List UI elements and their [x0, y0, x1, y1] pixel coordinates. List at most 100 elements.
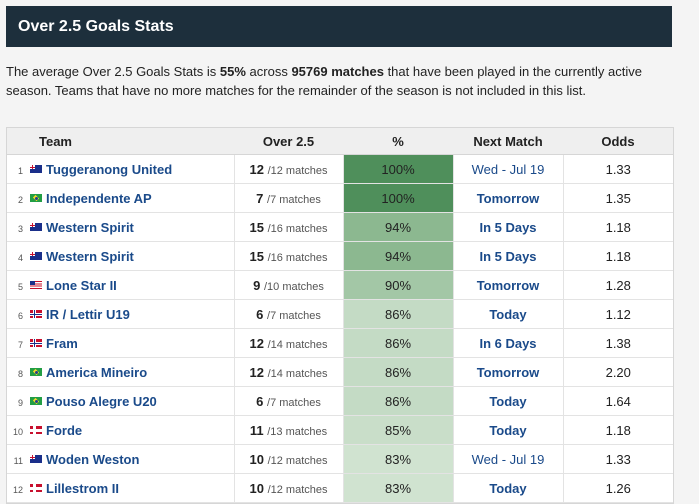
description-text-1: The average Over 2.5 Goals Stats is	[6, 64, 220, 79]
over-cell: 6 /7 matches	[234, 299, 344, 329]
next-match-link[interactable]: Wed - Jul 19	[453, 444, 564, 474]
team-link[interactable]: Fram	[46, 335, 78, 351]
team-link[interactable]: Western Spirit	[46, 219, 134, 235]
next-match-link[interactable]: In 6 Days	[453, 328, 564, 358]
percent-cell: 94%	[343, 212, 454, 242]
match-total: /16 matches	[267, 222, 328, 235]
rank-number: 9	[17, 397, 23, 408]
team-cell: 1 Tuggeranong United	[7, 154, 235, 184]
next-match-link[interactable]: Tomorrow	[453, 183, 564, 213]
team-link[interactable]: Woden Weston	[46, 451, 140, 467]
over-count: 11	[249, 422, 264, 438]
table-row: 1 Tuggeranong United 12 /12 matches 100% Wed…	[7, 154, 673, 184]
average-percent: 55%	[219, 64, 246, 79]
team-cell: 8 America Mineiro	[7, 357, 235, 387]
column-header-over[interactable]: Over 2.5	[234, 128, 343, 155]
percent-cell: 100%	[343, 154, 454, 184]
percent-cell: 83%	[343, 444, 454, 474]
table-row: 10 Forde 11 /13 matches 85% Today 1.18	[7, 415, 673, 445]
table-row: 2 Independente AP 7 /7 matches 100% Tomorrow…	[7, 183, 673, 213]
percent-cell: 86%	[343, 386, 454, 416]
over-count: 6	[256, 393, 264, 409]
table-row: 12 Lillestrom II 10 /12 matches 83% Today 1.2…	[7, 473, 673, 503]
team-link[interactable]: Lone Star II	[46, 277, 117, 293]
odds-value: 1.12	[563, 299, 673, 329]
next-match-link[interactable]: Wed - Jul 19	[453, 154, 564, 184]
over-cell: 7 /7 matches	[234, 183, 344, 213]
odds-value: 1.64	[563, 386, 673, 416]
rank-number: 6	[17, 310, 23, 321]
percent-cell: 83%	[343, 473, 454, 503]
over-count: 7	[256, 190, 264, 206]
over-count: 15	[249, 219, 264, 235]
team-cell: 3 Western Spirit	[7, 212, 235, 242]
over-cell: 10 /12 matches	[234, 473, 344, 503]
over-cell: 12 /14 matches	[234, 328, 344, 358]
odds-value: 2.20	[563, 357, 673, 387]
match-total: /14 matches	[267, 338, 328, 351]
next-match-link[interactable]: Today	[453, 299, 564, 329]
br-flag-icon	[30, 397, 42, 406]
column-header-odds[interactable]: Odds	[563, 128, 673, 155]
au-flag-icon	[30, 455, 42, 464]
percent-cell: 90%	[343, 270, 454, 300]
team-link[interactable]: Independente AP	[46, 190, 152, 206]
team-link[interactable]: Forde	[46, 422, 83, 438]
odds-value: 1.18	[563, 415, 673, 445]
next-match-link[interactable]: Tomorrow	[453, 357, 564, 387]
rank-number: 8	[17, 368, 23, 379]
odds-value: 1.38	[563, 328, 673, 358]
next-match-link[interactable]: Today	[453, 415, 564, 445]
rank-number: 2	[17, 194, 23, 205]
team-link[interactable]: America Mineiro	[46, 364, 148, 380]
over-cell: 12 /12 matches	[234, 154, 344, 184]
rank-number: 3	[17, 223, 23, 234]
au-flag-icon	[30, 165, 42, 174]
column-header-percent[interactable]: %	[343, 128, 453, 155]
over-cell: 11 /13 matches	[234, 415, 344, 445]
table-row: 7 Fram 12 /14 matches 86% In 6 Days 1.38	[7, 328, 673, 358]
match-total: /12 matches	[267, 164, 328, 177]
team-link[interactable]: Tuggeranong United	[46, 161, 173, 177]
column-header-team[interactable]: Team	[7, 128, 234, 155]
next-match-link[interactable]: In 5 Days	[453, 241, 564, 271]
team-link[interactable]: Western Spirit	[46, 248, 134, 264]
over-count: 10	[249, 451, 264, 467]
team-link[interactable]: Lillestrom II	[46, 480, 119, 496]
page-header: Over 2.5 Goals Stats	[6, 6, 672, 47]
odds-value: 1.33	[563, 154, 673, 184]
match-total: /7 matches	[267, 309, 321, 322]
next-match-link[interactable]: Tomorrow	[453, 270, 564, 300]
match-total: /12 matches	[267, 454, 328, 467]
no-flag-icon	[30, 484, 42, 493]
odds-value: 1.18	[563, 212, 673, 242]
over-cell: 12 /14 matches	[234, 357, 344, 387]
stats-table: Team Over 2.5 % Next Match Odds 1 Tuggera…	[6, 127, 674, 504]
team-link[interactable]: IR / Lettir U19	[46, 306, 130, 322]
description: The average Over 2.5 Goals Stats is 55% …	[6, 62, 656, 100]
next-match-link[interactable]: Today	[453, 386, 564, 416]
column-header-next-match[interactable]: Next Match	[453, 128, 563, 155]
over-count: 6	[256, 306, 264, 322]
description-text-3: that have been played in the currently a…	[6, 64, 642, 98]
next-match-link[interactable]: Today	[453, 473, 564, 503]
match-count: 95769 matches	[291, 64, 384, 79]
rank-number: 4	[17, 252, 23, 263]
team-link[interactable]: Pouso Alegre U20	[46, 393, 157, 409]
team-cell: 10 Forde	[7, 415, 235, 445]
table-row: 6 IR / Lettir U19 6 /7 matches 86% Today 1.12	[7, 299, 673, 329]
team-cell: 2 Independente AP	[7, 183, 235, 213]
team-cell: 7 Fram	[7, 328, 235, 358]
rank-number: 7	[17, 339, 23, 350]
table-row: 9 Pouso Alegre U20 6 /7 matches 86% Today 1.6…	[7, 386, 673, 416]
over-cell: 10 /12 matches	[234, 444, 344, 474]
team-cell: 11 Woden Weston	[7, 444, 235, 474]
rank-number: 11	[13, 455, 23, 466]
team-cell: 9 Pouso Alegre U20	[7, 386, 235, 416]
next-match-link[interactable]: In 5 Days	[453, 212, 564, 242]
over-count: 9	[253, 277, 261, 293]
description-text-2: across	[245, 64, 292, 79]
match-total: /10 matches	[263, 280, 324, 293]
over-cell: 15 /16 matches	[234, 241, 344, 271]
table-row: 11 Woden Weston 10 /12 matches 83% Wed - Jul…	[7, 444, 673, 474]
